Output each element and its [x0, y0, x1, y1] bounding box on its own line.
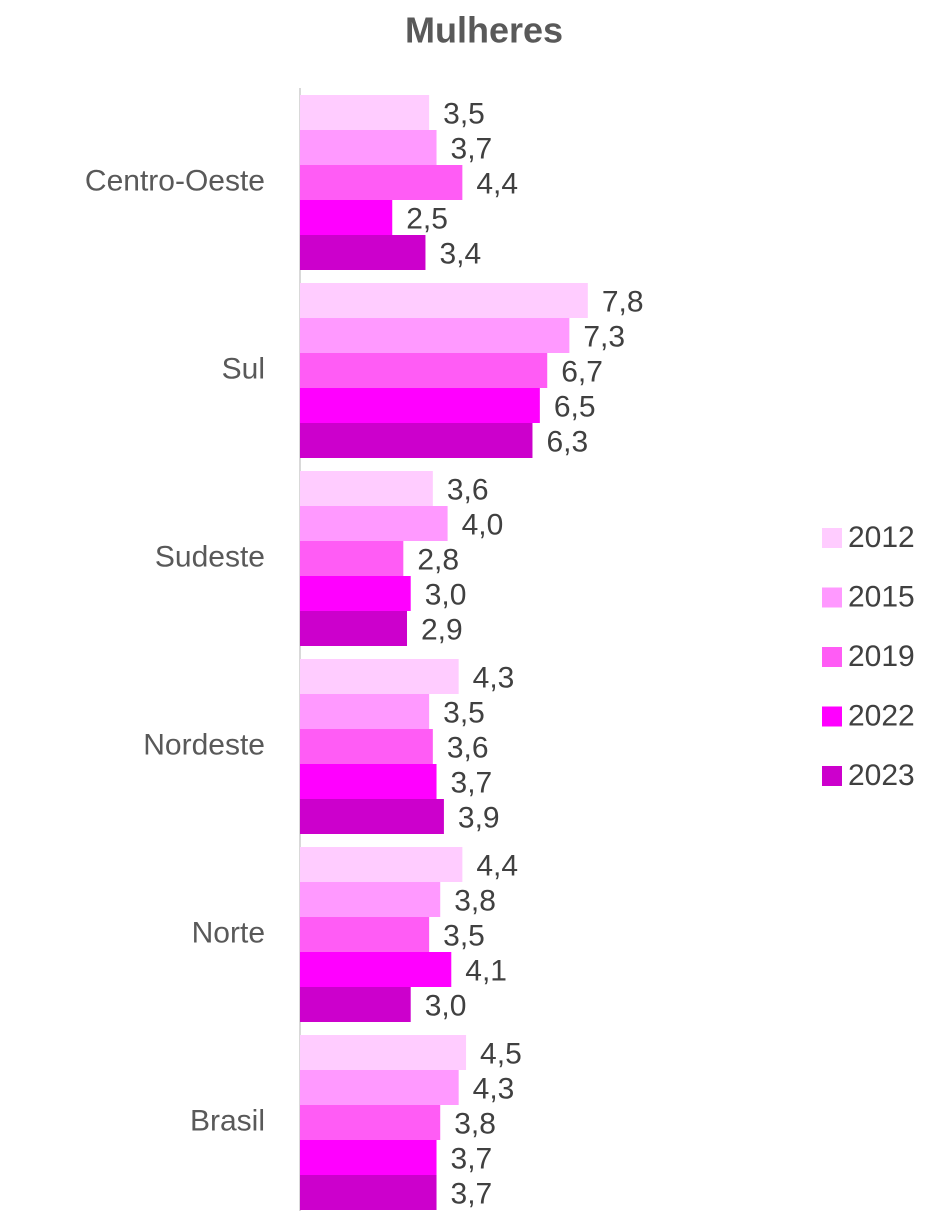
bar — [300, 917, 430, 952]
value-label: 3,7 — [451, 132, 493, 165]
bar — [300, 1175, 437, 1210]
bar — [300, 1140, 437, 1175]
bar — [300, 506, 448, 541]
legend-label: 2022 — [848, 699, 915, 732]
bar — [300, 200, 393, 235]
bar — [300, 423, 533, 458]
bar — [300, 729, 433, 764]
value-label: 3,6 — [447, 473, 489, 506]
bar — [300, 987, 411, 1022]
legend-label: 2019 — [848, 640, 915, 673]
bar — [300, 388, 540, 423]
value-label: 3,5 — [443, 919, 485, 952]
bar — [300, 95, 430, 130]
bar — [300, 576, 411, 611]
value-label: 6,5 — [554, 390, 596, 423]
category-label: Sudeste — [155, 540, 265, 573]
bar — [300, 283, 588, 318]
value-label: 3,0 — [425, 578, 467, 611]
value-label: 2,9 — [421, 613, 463, 646]
value-label: 4,4 — [476, 849, 518, 882]
value-label: 7,8 — [602, 285, 644, 318]
value-label: 4,4 — [476, 167, 518, 200]
value-label: 6,3 — [546, 425, 588, 458]
legend-swatch — [822, 647, 842, 667]
value-label: 4,0 — [462, 508, 504, 541]
value-label: 3,4 — [439, 237, 481, 270]
value-label: 6,7 — [561, 355, 603, 388]
category-label: Nordeste — [143, 728, 265, 761]
value-label: 4,1 — [465, 954, 507, 987]
value-label: 3,9 — [458, 801, 500, 834]
value-label: 3,5 — [443, 97, 485, 130]
bar — [300, 847, 463, 882]
legend-label: 2012 — [848, 521, 915, 554]
bar — [300, 611, 408, 646]
value-label: 3,7 — [451, 766, 493, 799]
value-label: 3,6 — [447, 731, 489, 764]
bar — [300, 952, 452, 987]
bar — [300, 1035, 467, 1070]
value-label: 4,5 — [480, 1037, 522, 1070]
category-label: Sul — [222, 352, 265, 385]
legend-swatch — [822, 706, 842, 727]
bar — [300, 541, 404, 576]
value-label: 3,7 — [451, 1142, 493, 1175]
value-label: 7,3 — [583, 320, 625, 353]
legend-swatch — [822, 766, 842, 786]
legend-label: 2015 — [848, 580, 915, 613]
value-label: 2,5 — [406, 202, 448, 235]
value-label: 2,8 — [417, 543, 459, 576]
value-label: 3,5 — [443, 696, 485, 729]
bar — [300, 694, 430, 729]
value-label: 4,3 — [473, 661, 515, 694]
legend-label: 2023 — [848, 759, 915, 792]
bar — [300, 799, 444, 834]
bar — [300, 471, 433, 506]
bar — [300, 165, 463, 200]
bar — [300, 1070, 459, 1105]
category-label: Norte — [192, 916, 265, 949]
bar — [300, 764, 437, 799]
legend-swatch — [822, 528, 842, 548]
value-label: 3,8 — [454, 1107, 496, 1140]
bar — [300, 130, 437, 165]
legend-swatch — [822, 587, 842, 608]
bar — [300, 659, 459, 694]
bar — [300, 318, 570, 353]
category-label: Centro-Oeste — [85, 164, 265, 197]
value-label: 3,8 — [454, 884, 496, 917]
bar — [300, 235, 426, 270]
value-label: 4,3 — [473, 1072, 515, 1105]
category-label: Brasil — [190, 1104, 265, 1137]
bar — [300, 353, 548, 388]
value-label: 3,0 — [425, 989, 467, 1022]
bar — [300, 882, 441, 917]
value-label: 3,7 — [451, 1177, 493, 1210]
bar — [300, 1105, 441, 1140]
chart-title: Mulheres — [405, 10, 563, 51]
